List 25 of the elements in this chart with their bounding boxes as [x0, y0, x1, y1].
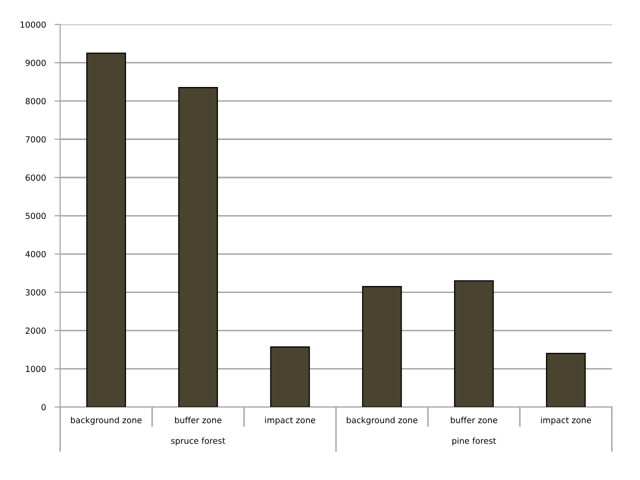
- x-tick-label: background zone: [70, 416, 142, 425]
- y-tick-label: 4000: [25, 250, 46, 258]
- y-tick-label: 8000: [26, 98, 46, 104]
- text: spruce forest: [171, 437, 226, 446]
- bar: [362, 286, 402, 408]
- y-tick-label: 1000: [26, 366, 46, 372]
- x-tick-label: background zone: [346, 416, 418, 425]
- x-tick-label: impact zone: [541, 416, 592, 425]
- x-tick-label: impact zone: [265, 416, 316, 425]
- y-tick-label: 3000: [26, 289, 46, 296]
- y-tick-label: 7000: [26, 136, 46, 143]
- bar: [270, 346, 310, 408]
- y-tick-label: 5000: [26, 212, 46, 220]
- text: pine forest: [452, 437, 496, 446]
- bar: [546, 352, 586, 408]
- y-tick-label: 9000: [26, 60, 46, 66]
- x-tick-label: buffer zone: [450, 416, 498, 424]
- y-tick-label: 2000: [26, 328, 46, 334]
- x-tick-label: buffer zone: [175, 416, 222, 424]
- y-tick-label: 0: [42, 404, 46, 410]
- y-tick-label: 10000: [20, 21, 46, 28]
- bar: [454, 280, 494, 408]
- bar: [86, 52, 126, 408]
- bar: [178, 87, 218, 408]
- y-tick-label: 6000: [26, 174, 46, 181]
